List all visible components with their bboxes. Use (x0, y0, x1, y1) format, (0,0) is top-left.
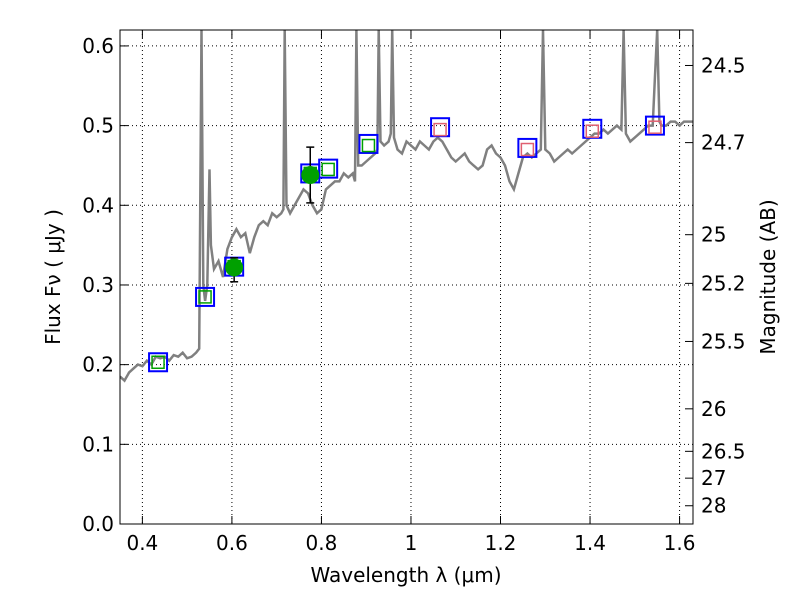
y-tick-label: 0.0 (82, 512, 114, 536)
model-point (151, 355, 165, 370)
photometry-markers (148, 115, 665, 373)
mag-tick-label: 24.5 (701, 53, 746, 77)
x-tick-label: 1.6 (664, 531, 696, 555)
x-tick-label: 1 (405, 531, 418, 555)
x-tick-label: 0.4 (126, 531, 158, 555)
tick-labels: 0.4 0.6 0.8 1 1.2 1.4 1.6 0.0 0.1 0.2 0.3 0.4 0.5 0.6… (82, 34, 745, 555)
photometry-point (358, 133, 379, 154)
model-point (433, 122, 447, 137)
x-tick-label: 1.2 (485, 531, 517, 555)
mag-tick-label: 26.5 (701, 439, 746, 463)
photometry-point (318, 158, 339, 179)
model-point (585, 124, 600, 138)
y-axis-label: Flux Fν ( μJy ) (41, 209, 65, 345)
x-tick-label: 0.8 (306, 531, 338, 555)
photometry-point (517, 137, 538, 158)
axis-ticks (120, 30, 693, 525)
model-point (520, 142, 535, 157)
photometry-point (195, 286, 216, 307)
plot-frame (119, 29, 694, 525)
mag-tick-label: 25 (701, 223, 726, 247)
x-tick-label: 0.6 (216, 531, 248, 555)
y-tick-label: 0.5 (82, 114, 114, 138)
x-axis-label: Wavelength λ (μm) (310, 563, 501, 587)
mag-tick-label: 25.5 (701, 329, 746, 353)
mag-tick-label: 26 (701, 397, 726, 421)
detection-point (301, 166, 320, 185)
photometry-point (148, 352, 169, 373)
model-point (648, 120, 662, 134)
y-tick-label: 0.1 (82, 432, 114, 456)
mag-tick-label: 28 (701, 494, 726, 518)
mag-tick-label: 24.7 (701, 131, 746, 155)
y-tick-label: 0.6 (82, 34, 114, 58)
y-tick-label: 0.4 (82, 193, 114, 217)
mag-tick-label: 25.2 (701, 271, 746, 295)
right-y-axis-label: Magnitude (AB) (756, 199, 780, 354)
y-tick-label: 0.3 (82, 273, 114, 297)
model-point (361, 138, 376, 153)
x-tick-label: 1.4 (574, 531, 606, 555)
model-point (198, 290, 212, 304)
y-tick-label: 0.2 (82, 353, 114, 377)
detection-point (225, 258, 244, 277)
photometry-point (644, 115, 665, 136)
model-point (321, 162, 335, 177)
mag-tick-label: 27 (701, 466, 726, 490)
